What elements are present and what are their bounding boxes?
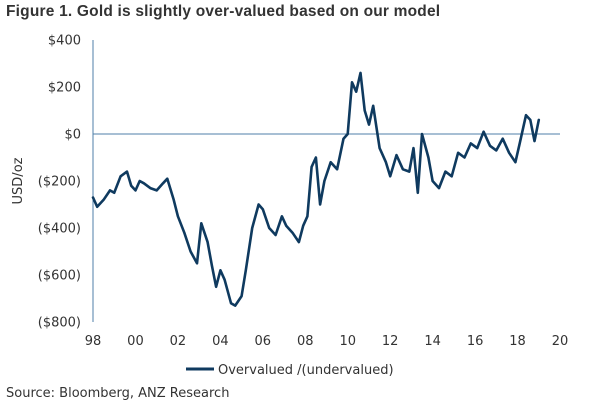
source-note: Source: Bloomberg, ANZ Research	[6, 386, 230, 401]
y-tick-label: ($200)	[38, 175, 81, 190]
y-tick-label: ($600)	[38, 269, 81, 284]
series-line-overvalued	[91, 71, 541, 307]
x-tick-label: 10	[339, 334, 356, 349]
y-tick-label: $0	[64, 128, 81, 143]
y-tick-label: ($800)	[38, 316, 81, 331]
x-tick-label: 12	[382, 334, 399, 349]
y-axis-tick-labels: $400 $200 $0 ($200) ($400) ($600) ($800)	[38, 34, 81, 331]
y-tick-label: $400	[48, 34, 81, 49]
y-tick-label: ($400)	[38, 222, 81, 237]
x-tick-label: 08	[297, 334, 314, 349]
x-tick-label: 06	[255, 334, 272, 349]
x-axis-tick-labels: 98 00 02 04 06 08 10 12 14 16 18 20	[85, 334, 569, 349]
y-axis-label: USD/oz	[11, 157, 26, 204]
x-tick-label: 04	[212, 334, 229, 349]
y-tick-label: $200	[48, 81, 81, 96]
x-tick-label: 98	[85, 334, 102, 349]
x-tick-label: 18	[509, 334, 526, 349]
x-tick-label: 14	[424, 334, 441, 349]
legend-label: Overvalued /(undervalued)	[218, 363, 394, 378]
x-tick-label: 02	[170, 334, 187, 349]
chart-title: Figure 1. Gold is slightly over-valued b…	[6, 3, 441, 20]
x-tick-label: 20	[552, 334, 569, 349]
x-tick-label: 16	[467, 334, 484, 349]
legend: Overvalued /(undervalued)	[186, 363, 394, 378]
x-tick-label: 00	[127, 334, 144, 349]
